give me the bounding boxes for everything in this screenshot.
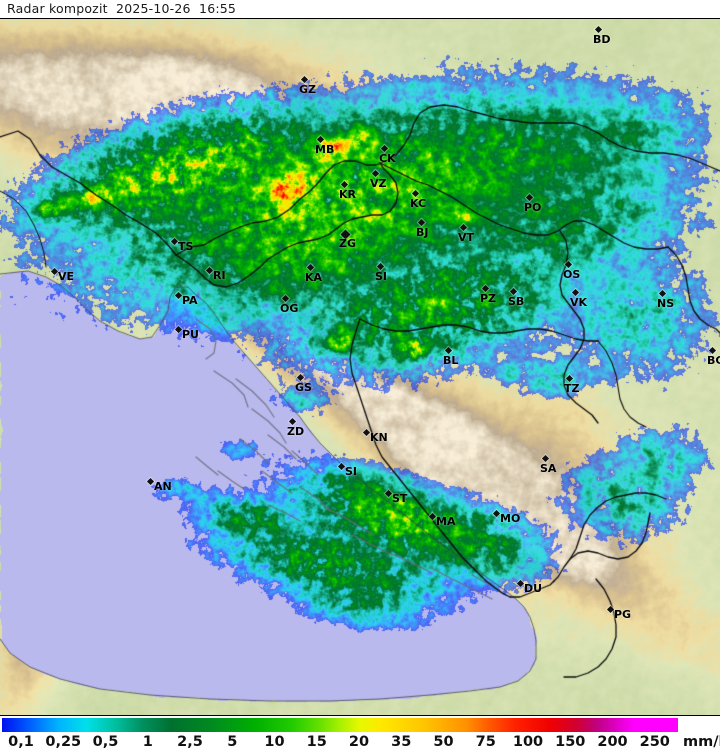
city-label: KR: [339, 188, 356, 201]
city-label: VE: [58, 270, 75, 283]
legend-tick: 20: [348, 734, 370, 750]
city-label: BJ: [416, 226, 429, 239]
city-label: AN: [154, 480, 172, 493]
legend-tick: 250: [639, 734, 670, 750]
legend-tick: 2,5: [177, 734, 203, 750]
city-label: RI: [213, 269, 226, 282]
city-label: KA: [305, 271, 323, 284]
city-label: MO: [500, 512, 521, 525]
city-label: OG: [280, 302, 299, 315]
city-label: DU: [524, 582, 543, 595]
legend: mm/h 0,1 0,25 0,5 1 2,5 5 10 15 20 35 50 75 100 150 20…: [0, 716, 720, 751]
city-label: BL: [443, 354, 459, 367]
city-label: BG: [707, 354, 720, 367]
legend-tick: 0,5: [92, 734, 119, 750]
city-label: VT: [458, 231, 475, 244]
titlebar: Radar kompozit 2025-10-26 16:55: [0, 0, 720, 18]
city-label: MA: [436, 515, 456, 528]
city-label: NS: [657, 297, 675, 310]
legend-tick: 5: [227, 734, 238, 750]
city-label: OS: [563, 268, 581, 281]
city-label: SB: [508, 295, 525, 308]
city-label: VK: [570, 296, 588, 309]
city-label: SI: [345, 465, 358, 478]
radar-map-canvas[interactable]: [0, 19, 720, 715]
legend-tick: 100: [512, 734, 544, 750]
city-label: VZ: [370, 177, 387, 190]
legend-colorbar: [2, 718, 678, 732]
legend-tick: 15: [306, 734, 327, 750]
city-label: KC: [410, 197, 427, 210]
city-label: ZG: [339, 237, 357, 250]
legend-tick: 10: [264, 734, 285, 750]
city-label: PO: [524, 201, 542, 214]
legend-tick: 35: [391, 734, 412, 750]
city-label: GS: [295, 381, 312, 394]
city-label: CK: [379, 152, 396, 165]
city-label: BD: [593, 33, 611, 46]
legend-tick: 1: [142, 734, 153, 750]
legend-tick-labels: mm/h 0,1 0,25 0,5 1 2,5 5 10 15 20 35 50 75 100 150 20…: [0, 733, 720, 751]
city-label: ST: [392, 492, 408, 505]
city-label: TS: [178, 240, 194, 253]
city-label: GZ: [299, 83, 317, 96]
legend-tick: 0,1: [8, 734, 34, 750]
legend-tick: 200: [597, 734, 628, 750]
legend-tick: 75: [475, 734, 496, 750]
city-label: PA: [182, 294, 198, 307]
legend-tick: 150: [555, 734, 586, 750]
city-label: SA: [540, 462, 557, 475]
legend-tick: 50: [433, 734, 454, 750]
city-label: ZD: [287, 425, 305, 438]
city-label: PZ: [480, 292, 497, 305]
radar-map[interactable]: BD GZ MB CK VZ KR KC PO TS ZG BJ VT RI KA SI OS PA OG PZ SB…: [0, 18, 720, 716]
legend-unit: mm/h: [683, 734, 720, 750]
city-label: MB: [315, 143, 335, 156]
city-label: PG: [614, 608, 632, 621]
city-label: TZ: [564, 382, 580, 395]
legend-tick: 0,25: [45, 734, 82, 750]
city-label: PU: [182, 328, 199, 341]
city-label: KN: [370, 431, 388, 444]
page-title: Radar kompozit 2025-10-26 16:55: [7, 1, 237, 16]
city-label: SI: [375, 270, 388, 283]
